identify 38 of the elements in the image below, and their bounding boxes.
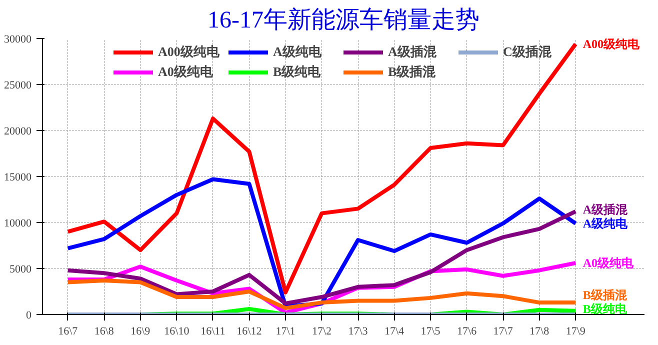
annotation: A级插混 — [582, 202, 629, 217]
legend-label: B级插混 — [388, 63, 437, 81]
x-tick-label: 16\10 — [164, 326, 190, 338]
x-tick-label: 17\7 — [493, 326, 514, 338]
legend-label: C级插混 — [503, 43, 552, 61]
x-tick-label: 16\12 — [236, 326, 262, 338]
legend-label: A级纯电 — [273, 43, 322, 61]
y-tick-label: 20000 — [4, 126, 32, 138]
y-tick-label: 0 — [26, 310, 32, 322]
y-tick-label: 5000 — [10, 264, 32, 276]
x-tick-label: 16\8 — [94, 326, 114, 338]
annotation: A级纯电 — [582, 216, 629, 230]
x-tick-label: 16\11 — [200, 326, 226, 338]
legend-label: A00级纯电 — [158, 43, 220, 61]
x-tick-label: 17\6 — [457, 326, 478, 338]
line-series — [66, 209, 578, 306]
y-tick-label: 25000 — [4, 80, 32, 92]
x-tick-label: 16\9 — [130, 326, 151, 338]
x-tick-label: 17\2 — [312, 326, 332, 338]
x-tick-label: 16\7 — [58, 326, 78, 338]
legend-label: A0级纯电 — [158, 63, 214, 81]
line-series — [66, 42, 578, 294]
chart-title: 16-17年新能源车销量走势 — [208, 6, 480, 34]
line-series — [66, 177, 578, 308]
legend-label: B级纯电 — [273, 63, 322, 81]
annotation: B级插混 — [582, 288, 628, 302]
x-tick-label: 17\8 — [530, 326, 550, 338]
y-tick-label: 15000 — [4, 172, 32, 184]
annotation: A0级纯电 — [582, 256, 635, 270]
legend-label: A级插混 — [388, 43, 438, 61]
x-tick-label: 17\3 — [348, 326, 368, 338]
x-tick-label: 17\4 — [384, 326, 405, 338]
x-tick-label: 17\9 — [566, 326, 586, 338]
y-tick-label: 10000 — [4, 218, 32, 230]
y-tick-label: 30000 — [4, 34, 32, 46]
line-series — [66, 278, 578, 310]
x-tick-label: 17\1 — [276, 326, 296, 338]
x-tick-label: 17\5 — [420, 326, 441, 338]
